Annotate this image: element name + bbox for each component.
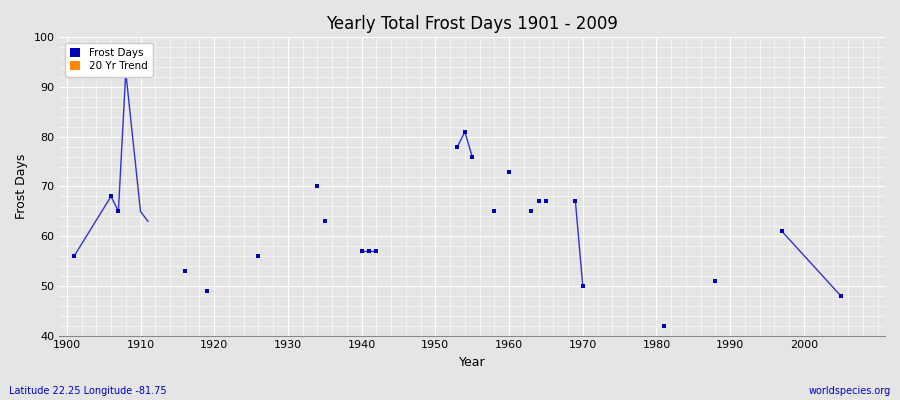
Point (524, 208, 538, 214)
Point (310, 183, 325, 190)
Point (104, 193, 118, 200)
Point (531, 198, 545, 204)
Point (502, 168, 517, 175)
Point (119, 69, 133, 75)
Y-axis label: Frost Days: Frost Days (15, 154, 28, 219)
Point (369, 248, 383, 254)
Legend: Frost Days, 20 Yr Trend: Frost Days, 20 Yr Trend (65, 42, 152, 76)
Text: Latitude 22.25 Longitude -81.75: Latitude 22.25 Longitude -81.75 (9, 386, 166, 396)
Title: Yearly Total Frost Days 1901 - 2009: Yearly Total Frost Days 1901 - 2009 (327, 15, 618, 33)
Point (450, 144, 464, 150)
Point (657, 322, 671, 329)
Point (487, 208, 501, 214)
Point (355, 248, 369, 254)
Point (708, 278, 723, 284)
Point (568, 198, 582, 204)
Point (775, 228, 789, 234)
Point (112, 208, 126, 214)
Point (576, 283, 590, 289)
Point (200, 288, 214, 294)
Point (457, 128, 472, 135)
Point (539, 198, 554, 204)
Point (67, 253, 81, 259)
Point (251, 253, 266, 259)
Point (318, 218, 332, 224)
Point (362, 248, 376, 254)
Point (465, 154, 480, 160)
Point (177, 268, 192, 274)
X-axis label: Year: Year (459, 356, 485, 369)
Text: worldspecies.org: worldspecies.org (809, 386, 891, 396)
Point (833, 293, 848, 299)
